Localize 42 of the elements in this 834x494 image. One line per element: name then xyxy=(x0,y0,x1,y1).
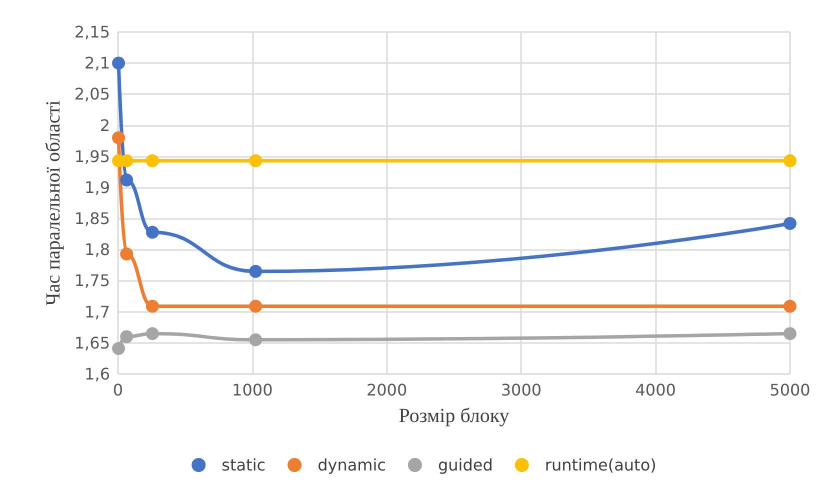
point xyxy=(784,327,796,340)
x-tick-label: 5000 xyxy=(770,380,810,400)
y-tick-label: 1,95 xyxy=(74,146,110,166)
point xyxy=(784,217,796,230)
point xyxy=(120,247,134,260)
x-tick-label: 2000 xyxy=(366,380,408,400)
point xyxy=(146,226,159,239)
x-axis-title: Розмір блоку xyxy=(398,405,510,427)
point xyxy=(249,154,262,168)
x-tick-label: 4000 xyxy=(635,380,676,400)
legend-label: guided xyxy=(438,456,493,474)
point xyxy=(146,154,159,168)
point xyxy=(146,300,159,313)
x-tick-label: 3000 xyxy=(500,380,542,400)
point xyxy=(112,342,126,355)
legend-label: dynamic xyxy=(318,456,386,474)
y-tick-label: 2,05 xyxy=(74,84,110,104)
point xyxy=(120,330,134,344)
y-tick-label: 2,1 xyxy=(84,54,110,73)
point xyxy=(120,173,134,186)
point xyxy=(112,56,126,70)
point xyxy=(249,300,262,313)
y-tick-label: 2 xyxy=(100,116,110,135)
point xyxy=(784,154,796,168)
point xyxy=(146,327,159,340)
y-tick-label: 1,85 xyxy=(74,209,110,228)
point xyxy=(784,300,796,313)
y-tick-label: 2,15 xyxy=(74,22,110,42)
point xyxy=(249,333,262,346)
point xyxy=(112,131,126,144)
legend-label: runtime(auto) xyxy=(544,456,656,474)
y-axis-title: Час паралельної області xyxy=(42,100,64,306)
legend-label: static xyxy=(222,456,266,474)
y-tick-label: 1,65 xyxy=(74,333,110,352)
y-tick-label: 1,8 xyxy=(84,240,110,260)
x-tick-label: 0 xyxy=(112,380,124,400)
y-tick-label: 1,7 xyxy=(84,302,110,322)
y-tick-label: 1,75 xyxy=(74,271,110,290)
point xyxy=(249,264,262,278)
y-tick-label: 1,6 xyxy=(84,364,110,384)
y-tick-label: 1,9 xyxy=(84,178,110,197)
x-tick-label: 1000 xyxy=(232,380,273,400)
